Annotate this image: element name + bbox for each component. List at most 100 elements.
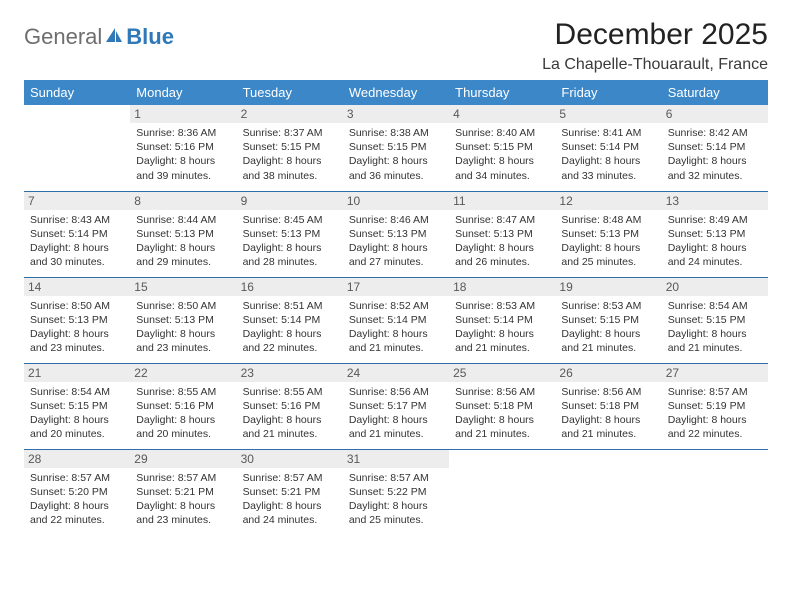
day-number: 31 <box>343 450 449 468</box>
day-header: Thursday <box>449 80 555 105</box>
sunrise-line: Sunrise: 8:56 AM <box>349 385 443 399</box>
logo-text-blue: Blue <box>126 24 174 50</box>
sunset-line: Sunset: 5:21 PM <box>243 485 337 499</box>
sunset-line: Sunset: 5:13 PM <box>136 313 230 327</box>
daylight-line: Daylight: 8 hours and 23 minutes. <box>136 499 230 527</box>
location-label: La Chapelle-Thouarault, France <box>542 56 768 74</box>
day-number: 26 <box>555 364 661 382</box>
sunset-line: Sunset: 5:15 PM <box>561 313 655 327</box>
calendar-cell: 5Sunrise: 8:41 AMSunset: 5:14 PMDaylight… <box>555 105 661 191</box>
day-header: Tuesday <box>237 80 343 105</box>
daylight-line: Daylight: 8 hours and 21 minutes. <box>243 413 337 441</box>
calendar-week-row: 21Sunrise: 8:54 AMSunset: 5:15 PMDayligh… <box>24 363 768 449</box>
sunset-line: Sunset: 5:13 PM <box>136 227 230 241</box>
daylight-line: Daylight: 8 hours and 22 minutes. <box>243 327 337 355</box>
sunset-line: Sunset: 5:13 PM <box>455 227 549 241</box>
sunrise-line: Sunrise: 8:43 AM <box>30 213 124 227</box>
daylight-line: Daylight: 8 hours and 23 minutes. <box>136 327 230 355</box>
day-number: 20 <box>662 278 768 296</box>
sunrise-line: Sunrise: 8:44 AM <box>136 213 230 227</box>
sunrise-line: Sunrise: 8:54 AM <box>668 299 762 313</box>
day-number: 4 <box>449 105 555 123</box>
daylight-line: Daylight: 8 hours and 27 minutes. <box>349 241 443 269</box>
daylight-line: Daylight: 8 hours and 36 minutes. <box>349 154 443 182</box>
calendar-cell: 18Sunrise: 8:53 AMSunset: 5:14 PMDayligh… <box>449 277 555 363</box>
daylight-line: Daylight: 8 hours and 28 minutes. <box>243 241 337 269</box>
sunset-line: Sunset: 5:15 PM <box>668 313 762 327</box>
day-number: 11 <box>449 192 555 210</box>
sunrise-line: Sunrise: 8:56 AM <box>561 385 655 399</box>
day-header-row: SundayMondayTuesdayWednesdayThursdayFrid… <box>24 80 768 105</box>
sunset-line: Sunset: 5:18 PM <box>455 399 549 413</box>
day-number: 17 <box>343 278 449 296</box>
calendar-cell: 14Sunrise: 8:50 AMSunset: 5:13 PMDayligh… <box>24 277 130 363</box>
calendar-week-row: 1Sunrise: 8:36 AMSunset: 5:16 PMDaylight… <box>24 105 768 191</box>
day-number: 29 <box>130 450 236 468</box>
sunrise-line: Sunrise: 8:50 AM <box>30 299 124 313</box>
daylight-line: Daylight: 8 hours and 34 minutes. <box>455 154 549 182</box>
page-title: December 2025 <box>542 18 768 52</box>
calendar-cell: 24Sunrise: 8:56 AMSunset: 5:17 PMDayligh… <box>343 363 449 449</box>
sunrise-line: Sunrise: 8:37 AM <box>243 126 337 140</box>
calendar-cell: 12Sunrise: 8:48 AMSunset: 5:13 PMDayligh… <box>555 191 661 277</box>
sunset-line: Sunset: 5:13 PM <box>561 227 655 241</box>
calendar-cell <box>662 449 768 535</box>
sunrise-line: Sunrise: 8:36 AM <box>136 126 230 140</box>
day-number: 21 <box>24 364 130 382</box>
calendar-cell: 7Sunrise: 8:43 AMSunset: 5:14 PMDaylight… <box>24 191 130 277</box>
sunset-line: Sunset: 5:14 PM <box>668 140 762 154</box>
day-number: 24 <box>343 364 449 382</box>
logo: General Blue <box>24 24 174 50</box>
daylight-line: Daylight: 8 hours and 38 minutes. <box>243 154 337 182</box>
day-number: 12 <box>555 192 661 210</box>
sunrise-line: Sunrise: 8:52 AM <box>349 299 443 313</box>
calendar-cell: 26Sunrise: 8:56 AMSunset: 5:18 PMDayligh… <box>555 363 661 449</box>
calendar-cell: 11Sunrise: 8:47 AMSunset: 5:13 PMDayligh… <box>449 191 555 277</box>
calendar-cell: 20 Sunrise: 8:54 AMSunset: 5:15 PMDayligh… <box>662 277 768 363</box>
sunrise-line: Sunrise: 8:40 AM <box>455 126 549 140</box>
calendar-cell: 27Sunrise: 8:57 AMSunset: 5:19 PMDayligh… <box>662 363 768 449</box>
sunset-line: Sunset: 5:13 PM <box>30 313 124 327</box>
sunset-line: Sunset: 5:21 PM <box>136 485 230 499</box>
sunset-line: Sunset: 5:16 PM <box>136 399 230 413</box>
calendar-cell <box>449 449 555 535</box>
logo-text-general: General <box>24 24 102 50</box>
daylight-line: Daylight: 8 hours and 25 minutes. <box>561 241 655 269</box>
day-header: Sunday <box>24 80 130 105</box>
sunset-line: Sunset: 5:19 PM <box>668 399 762 413</box>
day-number: 8 <box>130 192 236 210</box>
daylight-line: Daylight: 8 hours and 21 minutes. <box>561 413 655 441</box>
daylight-line: Daylight: 8 hours and 21 minutes. <box>349 413 443 441</box>
day-number: 27 <box>662 364 768 382</box>
day-header: Friday <box>555 80 661 105</box>
daylight-line: Daylight: 8 hours and 21 minutes. <box>561 327 655 355</box>
sunset-line: Sunset: 5:13 PM <box>668 227 762 241</box>
sunrise-line: Sunrise: 8:42 AM <box>668 126 762 140</box>
daylight-line: Daylight: 8 hours and 21 minutes. <box>668 327 762 355</box>
calendar-cell: 28Sunrise: 8:57 AMSunset: 5:20 PMDayligh… <box>24 449 130 535</box>
sunrise-line: Sunrise: 8:46 AM <box>349 213 443 227</box>
day-header: Monday <box>130 80 236 105</box>
daylight-line: Daylight: 8 hours and 24 minutes. <box>243 499 337 527</box>
sunrise-line: Sunrise: 8:53 AM <box>561 299 655 313</box>
day-number: 3 <box>343 105 449 123</box>
sunrise-line: Sunrise: 8:45 AM <box>243 213 337 227</box>
calendar-cell: 23Sunrise: 8:55 AMSunset: 5:16 PMDayligh… <box>237 363 343 449</box>
daylight-line: Daylight: 8 hours and 22 minutes. <box>30 499 124 527</box>
calendar-week-row: 14Sunrise: 8:50 AMSunset: 5:13 PMDayligh… <box>24 277 768 363</box>
daylight-line: Daylight: 8 hours and 21 minutes. <box>455 327 549 355</box>
daylight-line: Daylight: 8 hours and 29 minutes. <box>136 241 230 269</box>
sunset-line: Sunset: 5:14 PM <box>30 227 124 241</box>
calendar-week-row: 28Sunrise: 8:57 AMSunset: 5:20 PMDayligh… <box>24 449 768 535</box>
calendar-cell: 13Sunrise: 8:49 AMSunset: 5:13 PMDayligh… <box>662 191 768 277</box>
daylight-line: Daylight: 8 hours and 32 minutes. <box>668 154 762 182</box>
sunrise-line: Sunrise: 8:57 AM <box>30 471 124 485</box>
sunset-line: Sunset: 5:20 PM <box>30 485 124 499</box>
day-number: 30 <box>237 450 343 468</box>
daylight-line: Daylight: 8 hours and 39 minutes. <box>136 154 230 182</box>
day-number: 15 <box>130 278 236 296</box>
sunrise-line: Sunrise: 8:57 AM <box>136 471 230 485</box>
day-number: 25 <box>449 364 555 382</box>
sunset-line: Sunset: 5:14 PM <box>455 313 549 327</box>
calendar-cell: 8 Sunrise: 8:44 AMSunset: 5:13 PMDaylight… <box>130 191 236 277</box>
